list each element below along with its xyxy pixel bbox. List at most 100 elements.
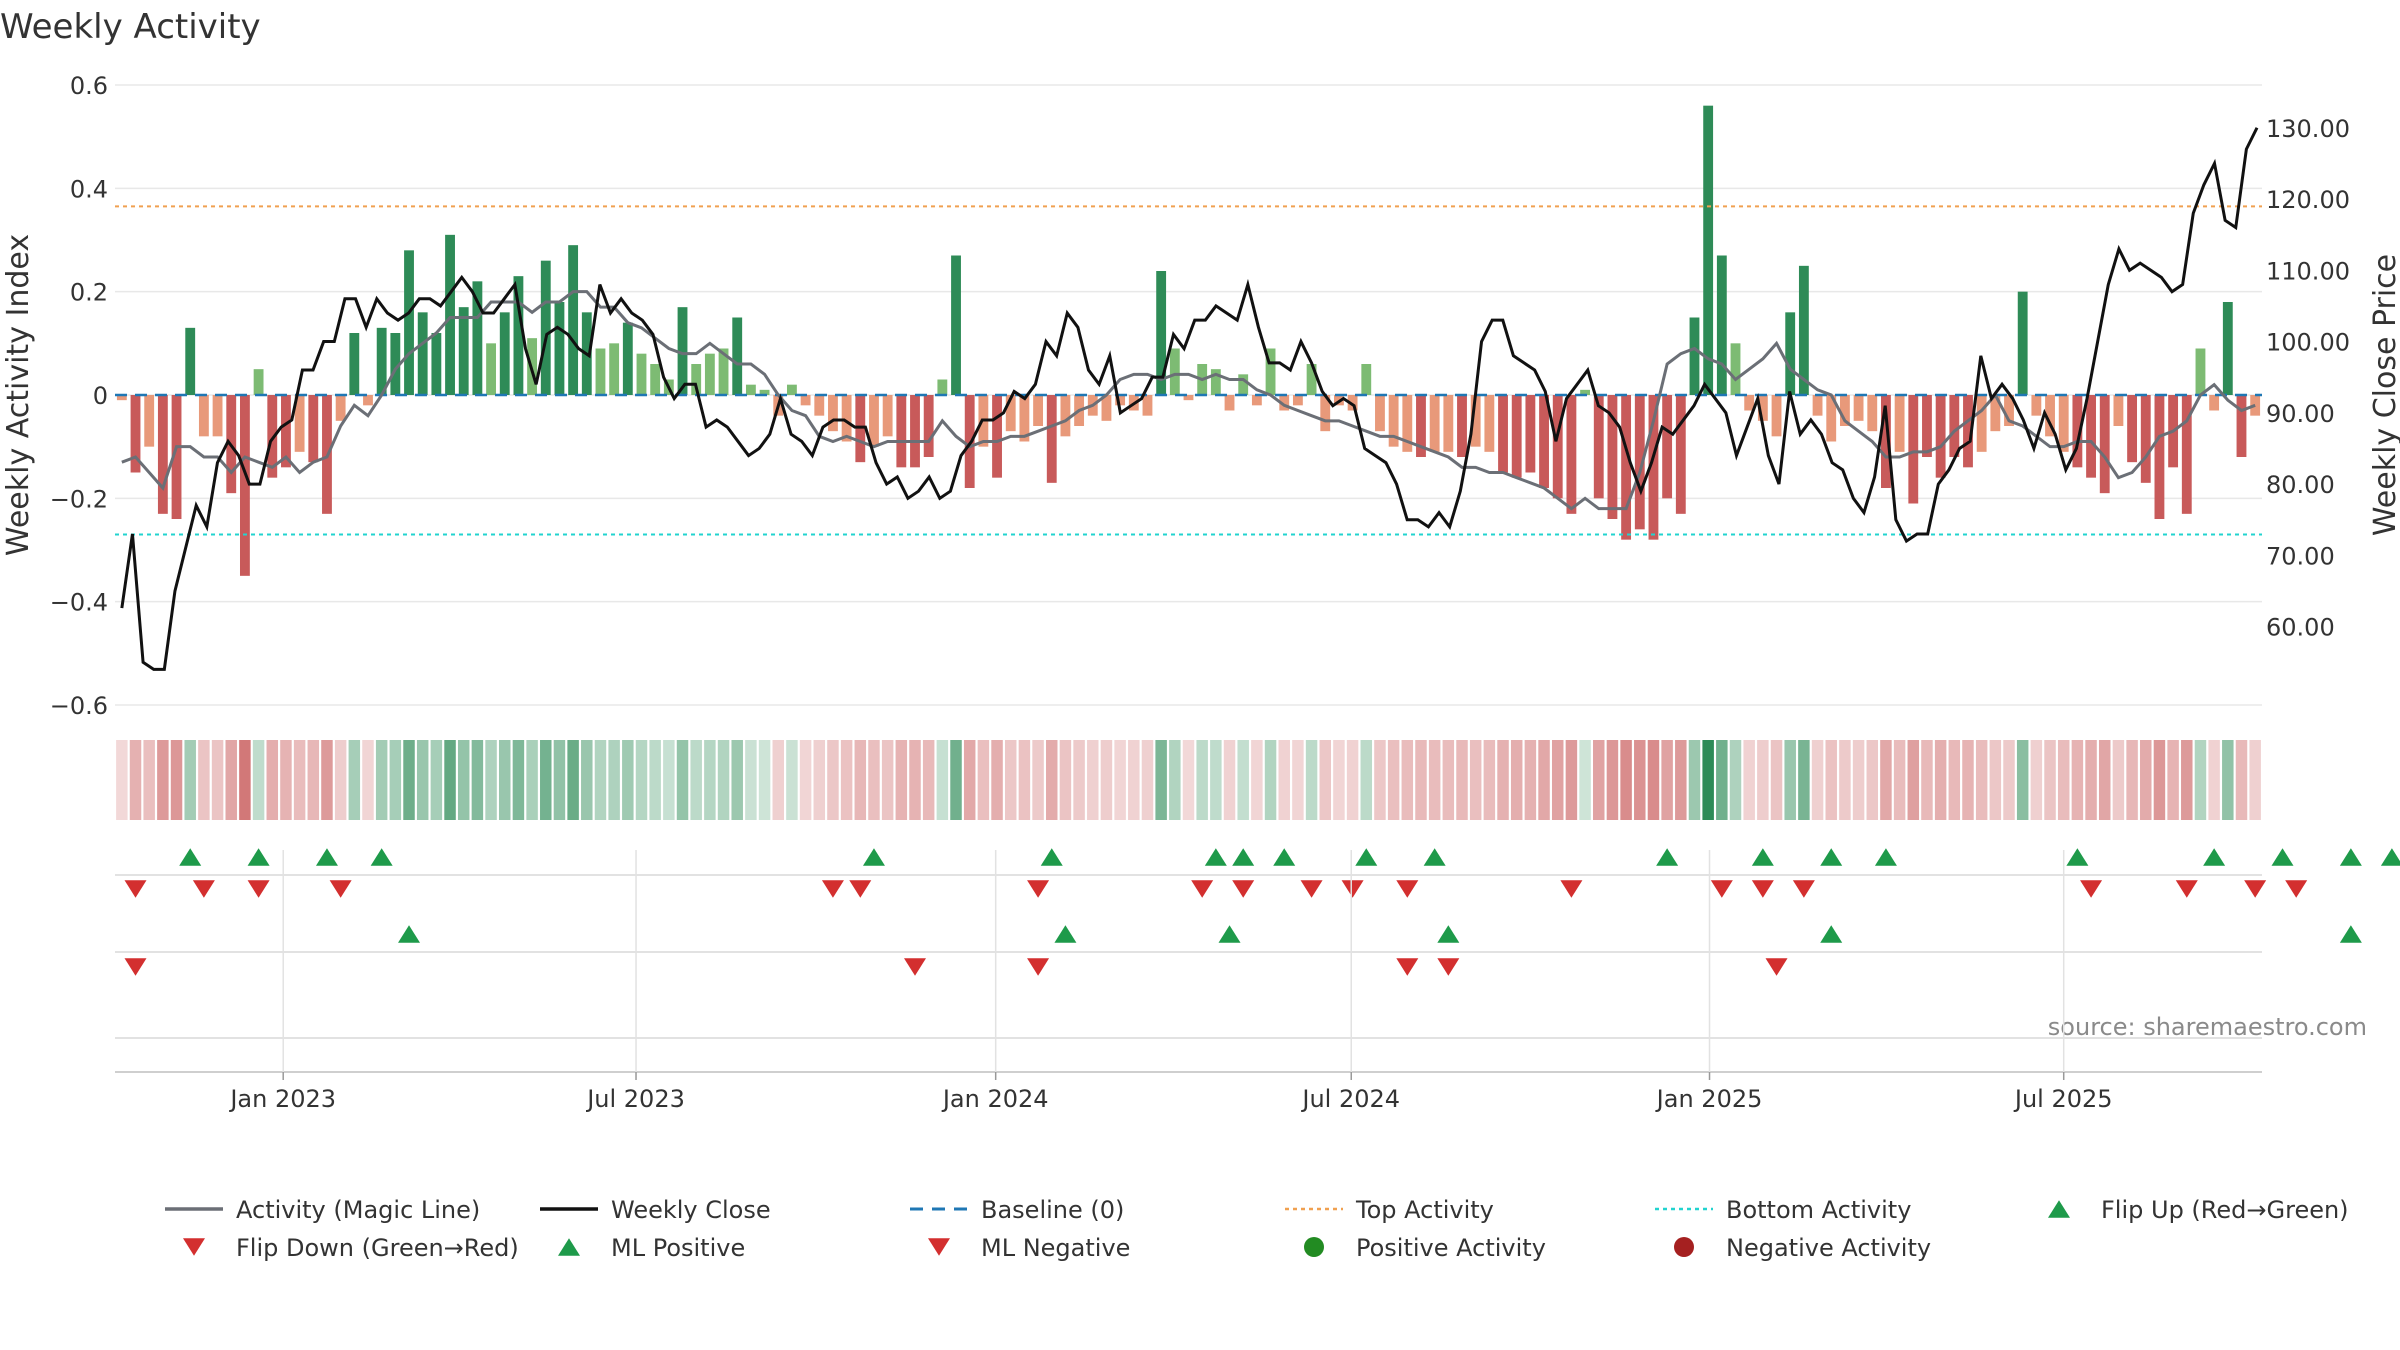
heat-cell	[854, 740, 867, 820]
flip-down-marker	[1396, 880, 1419, 898]
ml-positive-marker	[2339, 925, 2362, 943]
heat-cell	[170, 740, 183, 820]
heat-cell	[799, 740, 812, 820]
activity-bar	[2031, 395, 2042, 416]
activity-bar	[622, 322, 633, 395]
heat-cell	[622, 740, 634, 820]
heat-cell	[594, 740, 607, 820]
activity-bar	[1908, 395, 1919, 504]
activity-bar	[1347, 395, 1358, 411]
activity-bar	[1826, 395, 1837, 442]
x-tick-label: Jan 2023	[228, 1085, 336, 1113]
activity-bar	[308, 395, 319, 463]
heat-cell	[1497, 740, 1509, 820]
activity-bar	[923, 395, 934, 457]
activity-bar	[171, 395, 182, 519]
activity-bar	[445, 234, 455, 395]
flip-up-marker	[1232, 848, 1255, 866]
heat-cell	[2098, 740, 2111, 820]
heat-cell	[526, 740, 538, 820]
heat-cell	[1319, 740, 1331, 820]
heat-cell	[239, 740, 251, 820]
heat-cell	[198, 740, 210, 820]
heat-cell	[1811, 740, 1824, 820]
legend-label: Flip Up (Red→Green)	[2101, 1196, 2349, 1224]
activity-bar	[786, 384, 797, 395]
activity-bar	[2127, 395, 2138, 463]
activity-bar	[1498, 395, 1508, 473]
activity-bar	[2250, 395, 2261, 416]
heat-cell	[334, 740, 347, 820]
activity-bar	[1484, 395, 1495, 452]
heat-cell	[211, 740, 224, 820]
heat-cell	[1634, 740, 1646, 820]
heat-cell	[1032, 740, 1044, 820]
heat-cell	[1415, 740, 1427, 820]
heat-cell	[745, 740, 757, 820]
heat-cell	[1593, 740, 1605, 820]
activity-bar	[1429, 395, 1440, 452]
activity-bar	[1033, 395, 1043, 426]
heat-cell	[444, 740, 456, 820]
legend-label: Bottom Activity	[1726, 1196, 1911, 1224]
heat-cell	[2194, 740, 2207, 820]
activity-bar	[212, 395, 223, 437]
activity-bar	[1019, 395, 1030, 442]
flip-down-marker	[1710, 880, 1733, 898]
x-tick-label: Jan 2024	[941, 1085, 1049, 1113]
heat-cell	[950, 740, 962, 820]
heat-cell	[1579, 740, 1591, 820]
heat-cell	[2249, 740, 2261, 820]
activity-bar	[2113, 395, 2124, 426]
weekly-close-line	[120, 127, 2259, 671]
heat-cell	[1073, 740, 1085, 820]
activity-bar	[2140, 395, 2151, 483]
activity-bar	[1169, 348, 1180, 395]
y-right-tick-label: 130.00	[2266, 115, 2350, 143]
chart-title: Weekly Activity	[0, 7, 261, 47]
activity-bar	[335, 395, 346, 421]
heat-cell	[2030, 740, 2043, 820]
y-left-tick-label: 0	[93, 382, 108, 410]
legend-label: Positive Activity	[1356, 1234, 1546, 1262]
activity-bar	[1976, 395, 1987, 452]
activity-bar	[253, 369, 264, 395]
activity-bar	[1744, 395, 1755, 411]
activity-bar	[732, 317, 743, 395]
activity-bar	[1416, 395, 1426, 457]
heat-cell	[1469, 740, 1482, 820]
activity-bar	[1853, 395, 1864, 421]
activity-bar	[1443, 395, 1454, 452]
activity-bar	[1566, 395, 1577, 514]
legend-label: Negative Activity	[1726, 1234, 1931, 1262]
heat-cell	[676, 740, 689, 820]
legend: Activity (Magic Line) Weekly Close Baselin…	[165, 1196, 2349, 1262]
y-left-tick-label: 0.2	[70, 279, 108, 307]
heat-cell	[1059, 740, 1072, 820]
activity-bar	[2004, 395, 2014, 426]
flip-down-marker	[2175, 880, 2198, 898]
activity-bar	[1716, 255, 1727, 395]
legend-label: Top Activity	[1355, 1196, 1494, 1224]
heat-cell	[1333, 740, 1345, 820]
activity-bar	[1361, 364, 1372, 395]
activity-bar	[281, 395, 291, 468]
activity-bar	[1224, 395, 1235, 411]
ml-positive-marker	[1054, 925, 1077, 943]
activity-bar	[1470, 395, 1481, 447]
activity-bar	[2045, 395, 2055, 437]
heat-cell	[1565, 740, 1578, 820]
activity-bar	[636, 353, 647, 395]
flip-up-marker	[2339, 848, 2362, 866]
activity-bar	[910, 395, 920, 468]
legend-swatch	[1674, 1237, 1694, 1257]
activity-bar	[1306, 364, 1317, 395]
heat-cell	[1155, 740, 1167, 820]
heat-cell	[1387, 740, 1400, 820]
legend-swatch	[1304, 1237, 1324, 1257]
heat-cell	[184, 740, 196, 820]
activity-bar	[855, 395, 866, 463]
heat-cell	[717, 740, 730, 820]
heat-cell	[1620, 740, 1632, 820]
